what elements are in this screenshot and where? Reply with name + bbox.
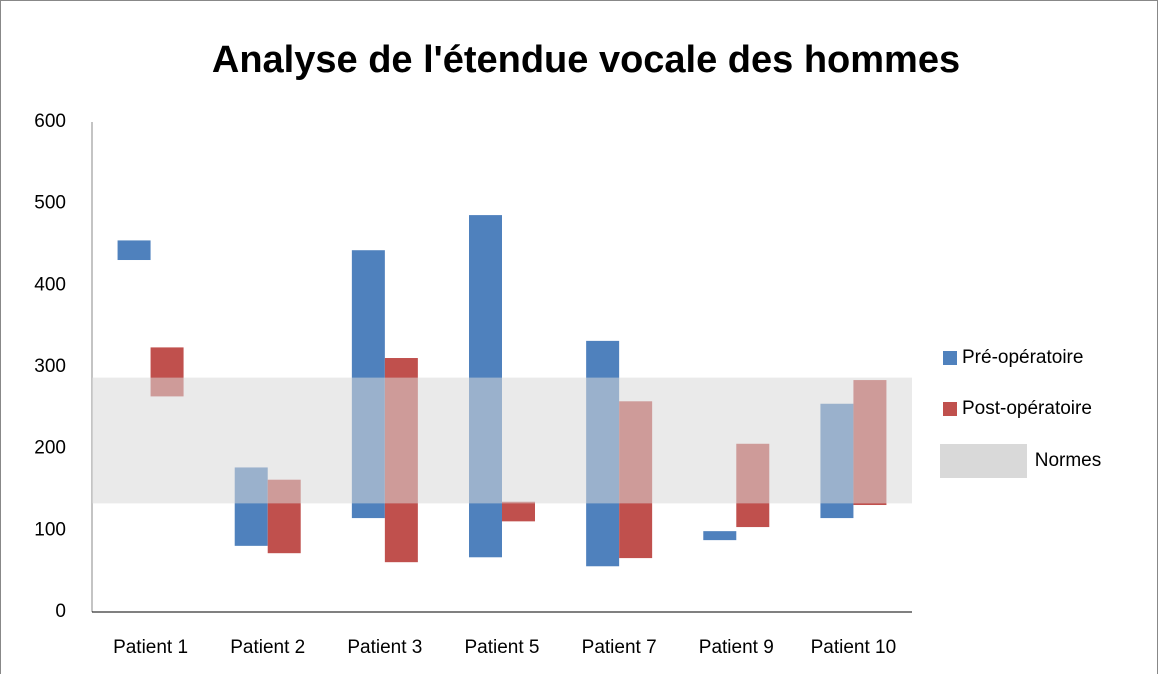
x-tick-label: Patient 5 bbox=[465, 637, 540, 658]
x-tick-label: Patient 3 bbox=[347, 637, 422, 658]
legend-label: Pré-opératoire bbox=[962, 347, 1083, 368]
y-tick-label: 600 bbox=[34, 111, 66, 132]
y-tick-label: 100 bbox=[34, 519, 66, 540]
x-tick-label: Patient 7 bbox=[582, 637, 657, 658]
bar bbox=[703, 531, 737, 541]
legend-label: Normes bbox=[1035, 450, 1102, 471]
y-tick-label: 200 bbox=[34, 438, 66, 459]
legend-swatch bbox=[943, 402, 957, 416]
y-tick-label: 500 bbox=[34, 193, 66, 214]
bar bbox=[117, 240, 151, 261]
x-tick-label: Patient 9 bbox=[699, 637, 774, 658]
legend-label: Post-opératoire bbox=[962, 398, 1092, 419]
x-tick-label: Patient 2 bbox=[230, 637, 305, 658]
y-tick-label: 400 bbox=[34, 274, 66, 295]
bar bbox=[502, 501, 535, 522]
norm-band bbox=[92, 377, 912, 504]
legend-swatch bbox=[943, 351, 957, 365]
chart-title: Analyse de l'étendue vocale des hommes bbox=[212, 39, 960, 81]
y-tick-label: 300 bbox=[34, 356, 66, 377]
x-tick-label: Patient 1 bbox=[113, 637, 188, 658]
legend-swatch bbox=[940, 444, 1027, 478]
x-tick-label: Patient 10 bbox=[811, 637, 897, 658]
y-tick-label: 0 bbox=[55, 601, 66, 622]
